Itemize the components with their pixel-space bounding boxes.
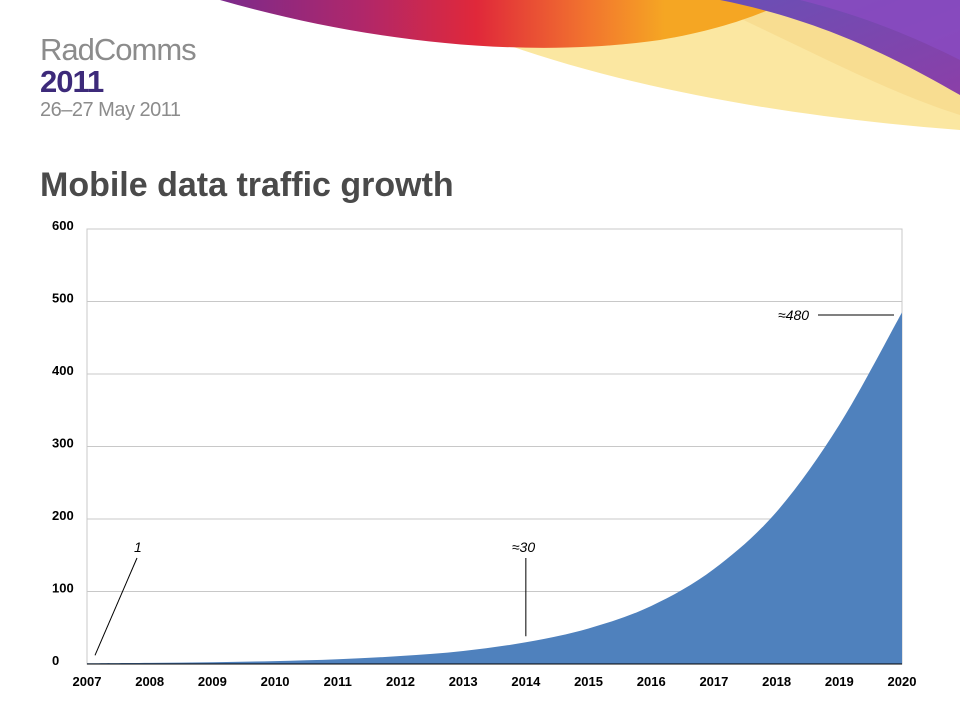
y-tick-label: 500: [52, 291, 74, 306]
y-tick-label: 200: [52, 508, 74, 523]
slide-title: Mobile data traffic growth: [40, 166, 454, 204]
x-tick-label: 2020: [888, 674, 917, 689]
x-tick-label: 2016: [637, 674, 666, 689]
x-tick-label: 2012: [386, 674, 415, 689]
y-tick-label: 400: [52, 363, 74, 378]
annotations: 1 ≈30 ≈480: [94, 307, 894, 656]
annotation-leader-start: [94, 557, 138, 656]
x-tick-label: 2017: [699, 674, 728, 689]
conference-logo: RadComms 2011 26–27 May 2011: [40, 32, 197, 121]
logo-dates: 26–27 May 2011: [40, 99, 181, 121]
logo-name: RadComms: [40, 32, 197, 67]
x-tick-label: 2008: [135, 674, 164, 689]
annotation-start-value: 1: [134, 539, 142, 555]
logo-year: 2011: [40, 64, 104, 99]
x-axis-labels: 2007 2008 2009 2010 2011 2012 2013 2014 2015 2016…: [73, 674, 917, 689]
y-tick-label: 300: [52, 436, 74, 451]
x-tick-label: 2018: [762, 674, 791, 689]
decorative-banner: [220, 0, 960, 130]
x-tick-label: 2015: [574, 674, 603, 689]
y-axis-labels: 0 100 200 300 400 500 600: [52, 218, 74, 668]
y-tick-label: 0: [52, 653, 59, 668]
x-tick-label: 2009: [198, 674, 227, 689]
y-tick-label: 600: [52, 218, 74, 233]
annotation-2020-value: ≈480: [778, 307, 809, 323]
x-tick-label: 2010: [261, 674, 290, 689]
x-tick-label: 2019: [825, 674, 854, 689]
x-tick-label: 2013: [449, 674, 478, 689]
traffic-area: [87, 312, 902, 664]
y-tick-label: 100: [52, 581, 74, 596]
x-tick-label: 2007: [73, 674, 102, 689]
x-tick-label: 2011: [324, 674, 352, 689]
annotation-2014-value: ≈30: [512, 539, 535, 555]
x-tick-label: 2014: [511, 674, 541, 689]
